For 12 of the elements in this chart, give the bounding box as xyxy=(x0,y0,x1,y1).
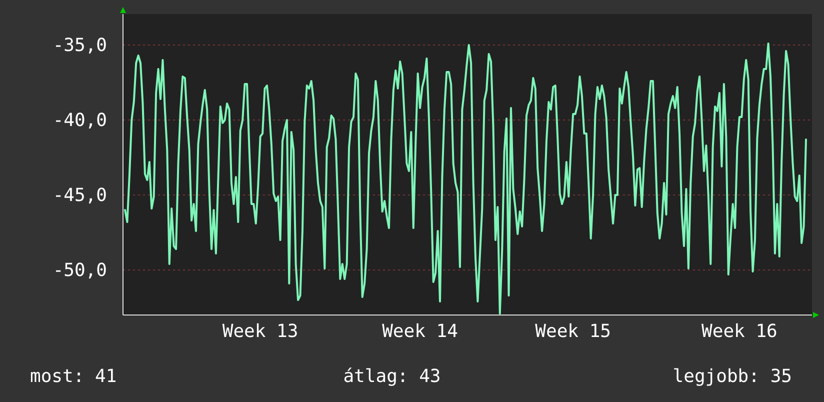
x-tick-label: Week 14 xyxy=(382,321,458,342)
x-tick-label: Week 16 xyxy=(702,321,778,342)
x-tick-label: Week 13 xyxy=(222,321,298,342)
line-series xyxy=(124,42,807,314)
y-tick-label: -35,0 xyxy=(52,35,107,56)
y-tick-label: -50,0 xyxy=(52,260,107,282)
x-tick-label: Week 15 xyxy=(535,321,612,342)
y-tick-label: -40,0 xyxy=(52,110,107,132)
y-tick-label: -45,0 xyxy=(52,185,107,206)
text: átlag: 43 xyxy=(343,366,441,387)
text: most: 41 xyxy=(30,366,117,387)
text: legjobb: 35 xyxy=(672,366,792,387)
